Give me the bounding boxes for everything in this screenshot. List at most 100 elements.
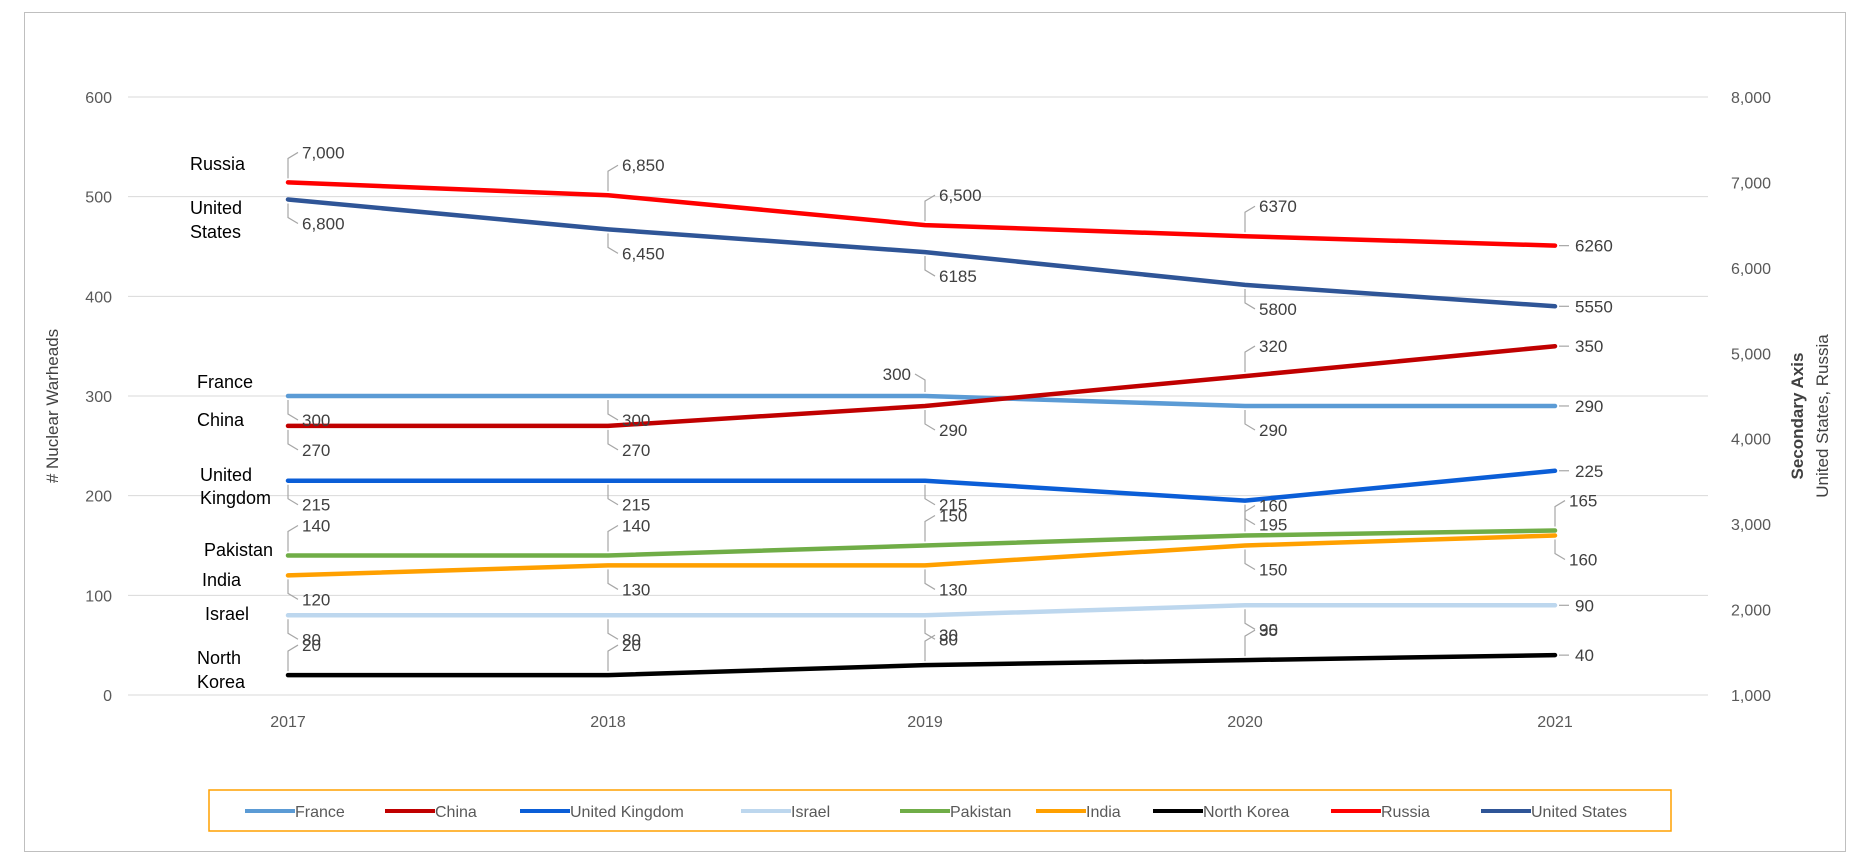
data-label-france: 300 — [622, 411, 650, 430]
data-label-china: 290 — [939, 421, 967, 440]
callout-leader — [287, 203, 299, 225]
callout-china: 270 — [287, 429, 330, 460]
callout-leader — [287, 579, 299, 600]
series-line-china — [285, 343, 1558, 429]
right-tick-label: 4,000 — [1731, 432, 1771, 449]
data-label-india: 120 — [302, 590, 330, 609]
right-axis-ticks: 1,000 2,000 3,000 4,000 5,000 6,000 7,000 8,000 — [1731, 90, 1771, 705]
callout-russia: 6,850 — [607, 156, 665, 192]
data-label-north-korea: 30 — [939, 626, 958, 645]
callout-leader — [924, 409, 936, 431]
data-label-united-states: 5550 — [1575, 297, 1613, 316]
callout-leader — [287, 484, 299, 506]
series-name-france: France — [197, 372, 253, 392]
legend-label-india: India — [1086, 804, 1121, 821]
callout-pakistan: 140 — [287, 516, 330, 552]
callout-leader — [1244, 205, 1256, 233]
chart-frame — [24, 12, 1846, 852]
data-label-united-kingdom: 215 — [939, 496, 967, 515]
series-line-pakistan — [285, 528, 1558, 558]
series-name-china: China — [197, 410, 245, 430]
callout-north-korea: 30 — [924, 626, 958, 662]
series-name-labels: France China United Kingdom Israel Pakistan In… — [190, 154, 273, 692]
callout-united-kingdom: 215 — [287, 484, 330, 515]
left-tick-label: 400 — [85, 289, 112, 306]
series-name-north-korea: Korea — [197, 672, 246, 692]
left-tick-label: 100 — [85, 588, 112, 605]
callout-russia: 6370 — [1244, 197, 1297, 233]
series-name-united-states: States — [190, 222, 241, 242]
data-label-pakistan: 165 — [1569, 492, 1597, 511]
data-label-india: 130 — [622, 580, 650, 599]
callout-russia: 7,000 — [287, 143, 345, 179]
callout-leader — [287, 400, 299, 421]
callout-russia: 6260 — [1559, 237, 1613, 256]
callout-united-states: 6,800 — [287, 203, 345, 234]
callout-united-states: 5550 — [1559, 297, 1613, 316]
legend-label-france: France — [295, 804, 345, 821]
right-tick-label: 3,000 — [1731, 517, 1771, 534]
callout-china: 350 — [1559, 337, 1603, 356]
callout-leader — [1244, 549, 1256, 571]
legend-label-north-korea: North Korea — [1203, 804, 1289, 821]
callout-india: 120 — [287, 579, 330, 609]
data-label-india: 160 — [1569, 551, 1597, 570]
callout-france: 290 — [1559, 397, 1603, 416]
legend: France China United Kingdom Israel Pakistan I… — [208, 789, 1672, 832]
data-label-china: 270 — [622, 441, 650, 460]
left-tick-label: 0 — [103, 688, 112, 705]
data-label-israel: 80 — [302, 630, 321, 649]
callout-france: 290 — [1244, 409, 1287, 440]
callout-israel: 90 — [1559, 596, 1594, 615]
callout-leader — [914, 373, 926, 392]
callout-india: 150 — [1244, 549, 1287, 580]
data-label-china: 270 — [302, 441, 330, 460]
callout-india: 130 — [924, 569, 967, 599]
callout-leader — [1244, 609, 1256, 630]
callout-united-states: 6,450 — [607, 233, 665, 263]
callout-china: 290 — [924, 409, 967, 440]
right-axis-title-line2: United States, Russia — [1813, 334, 1832, 498]
legend-box — [208, 789, 1672, 832]
callout-china: 320 — [1244, 337, 1287, 373]
legend-label-russia: Russia — [1381, 804, 1430, 821]
data-label-india: 130 — [939, 580, 967, 599]
left-axis-title: # Nuclear Warheads — [43, 329, 62, 483]
x-tick-label: 2019 — [907, 714, 943, 731]
data-label-united-kingdom: 225 — [1575, 462, 1603, 481]
series-name-russia: Russia — [190, 154, 246, 174]
series-line-united-states — [285, 197, 1558, 309]
right-axis-title-line1: Secondary Axis — [1788, 353, 1807, 480]
data-label-russia: 7,000 — [302, 143, 345, 162]
callout-north-korea: 20 — [287, 636, 321, 672]
data-label-russia: 6,500 — [939, 186, 982, 205]
callout-leader — [607, 644, 619, 672]
data-label-united-kingdom: 215 — [302, 496, 330, 515]
data-label-united-states: 6,800 — [302, 215, 345, 234]
series-name-united-states: United — [190, 198, 242, 218]
data-label-pakistan: 160 — [1259, 497, 1287, 516]
callout-leader — [1554, 500, 1566, 527]
callout-india: 130 — [607, 569, 650, 599]
callout-pakistan: 150 — [924, 507, 967, 542]
callout-leader — [287, 429, 299, 451]
data-label-france: 290 — [1259, 421, 1287, 440]
data-label-north-korea: 20 — [622, 636, 641, 655]
callout-pakistan: 165 — [1554, 492, 1597, 527]
callout-israel: 80 — [287, 619, 321, 649]
right-tick-label: 6,000 — [1731, 261, 1771, 278]
callout-united-kingdom: 225 — [1559, 462, 1603, 481]
callout-leader — [607, 400, 619, 421]
callout-leader — [924, 256, 936, 277]
x-tick-label: 2021 — [1537, 714, 1573, 731]
x-axis-ticks: 2017 2018 2019 2020 2021 — [270, 714, 1573, 731]
callout-united-kingdom: 215 — [607, 484, 650, 515]
callout-north-korea: 35 — [1244, 621, 1278, 657]
callout-leader — [607, 569, 619, 590]
callout-france: 300 — [883, 365, 926, 392]
callout-leader — [924, 194, 936, 222]
data-label-israel: 80 — [622, 630, 641, 649]
series-line-france — [285, 393, 1558, 409]
